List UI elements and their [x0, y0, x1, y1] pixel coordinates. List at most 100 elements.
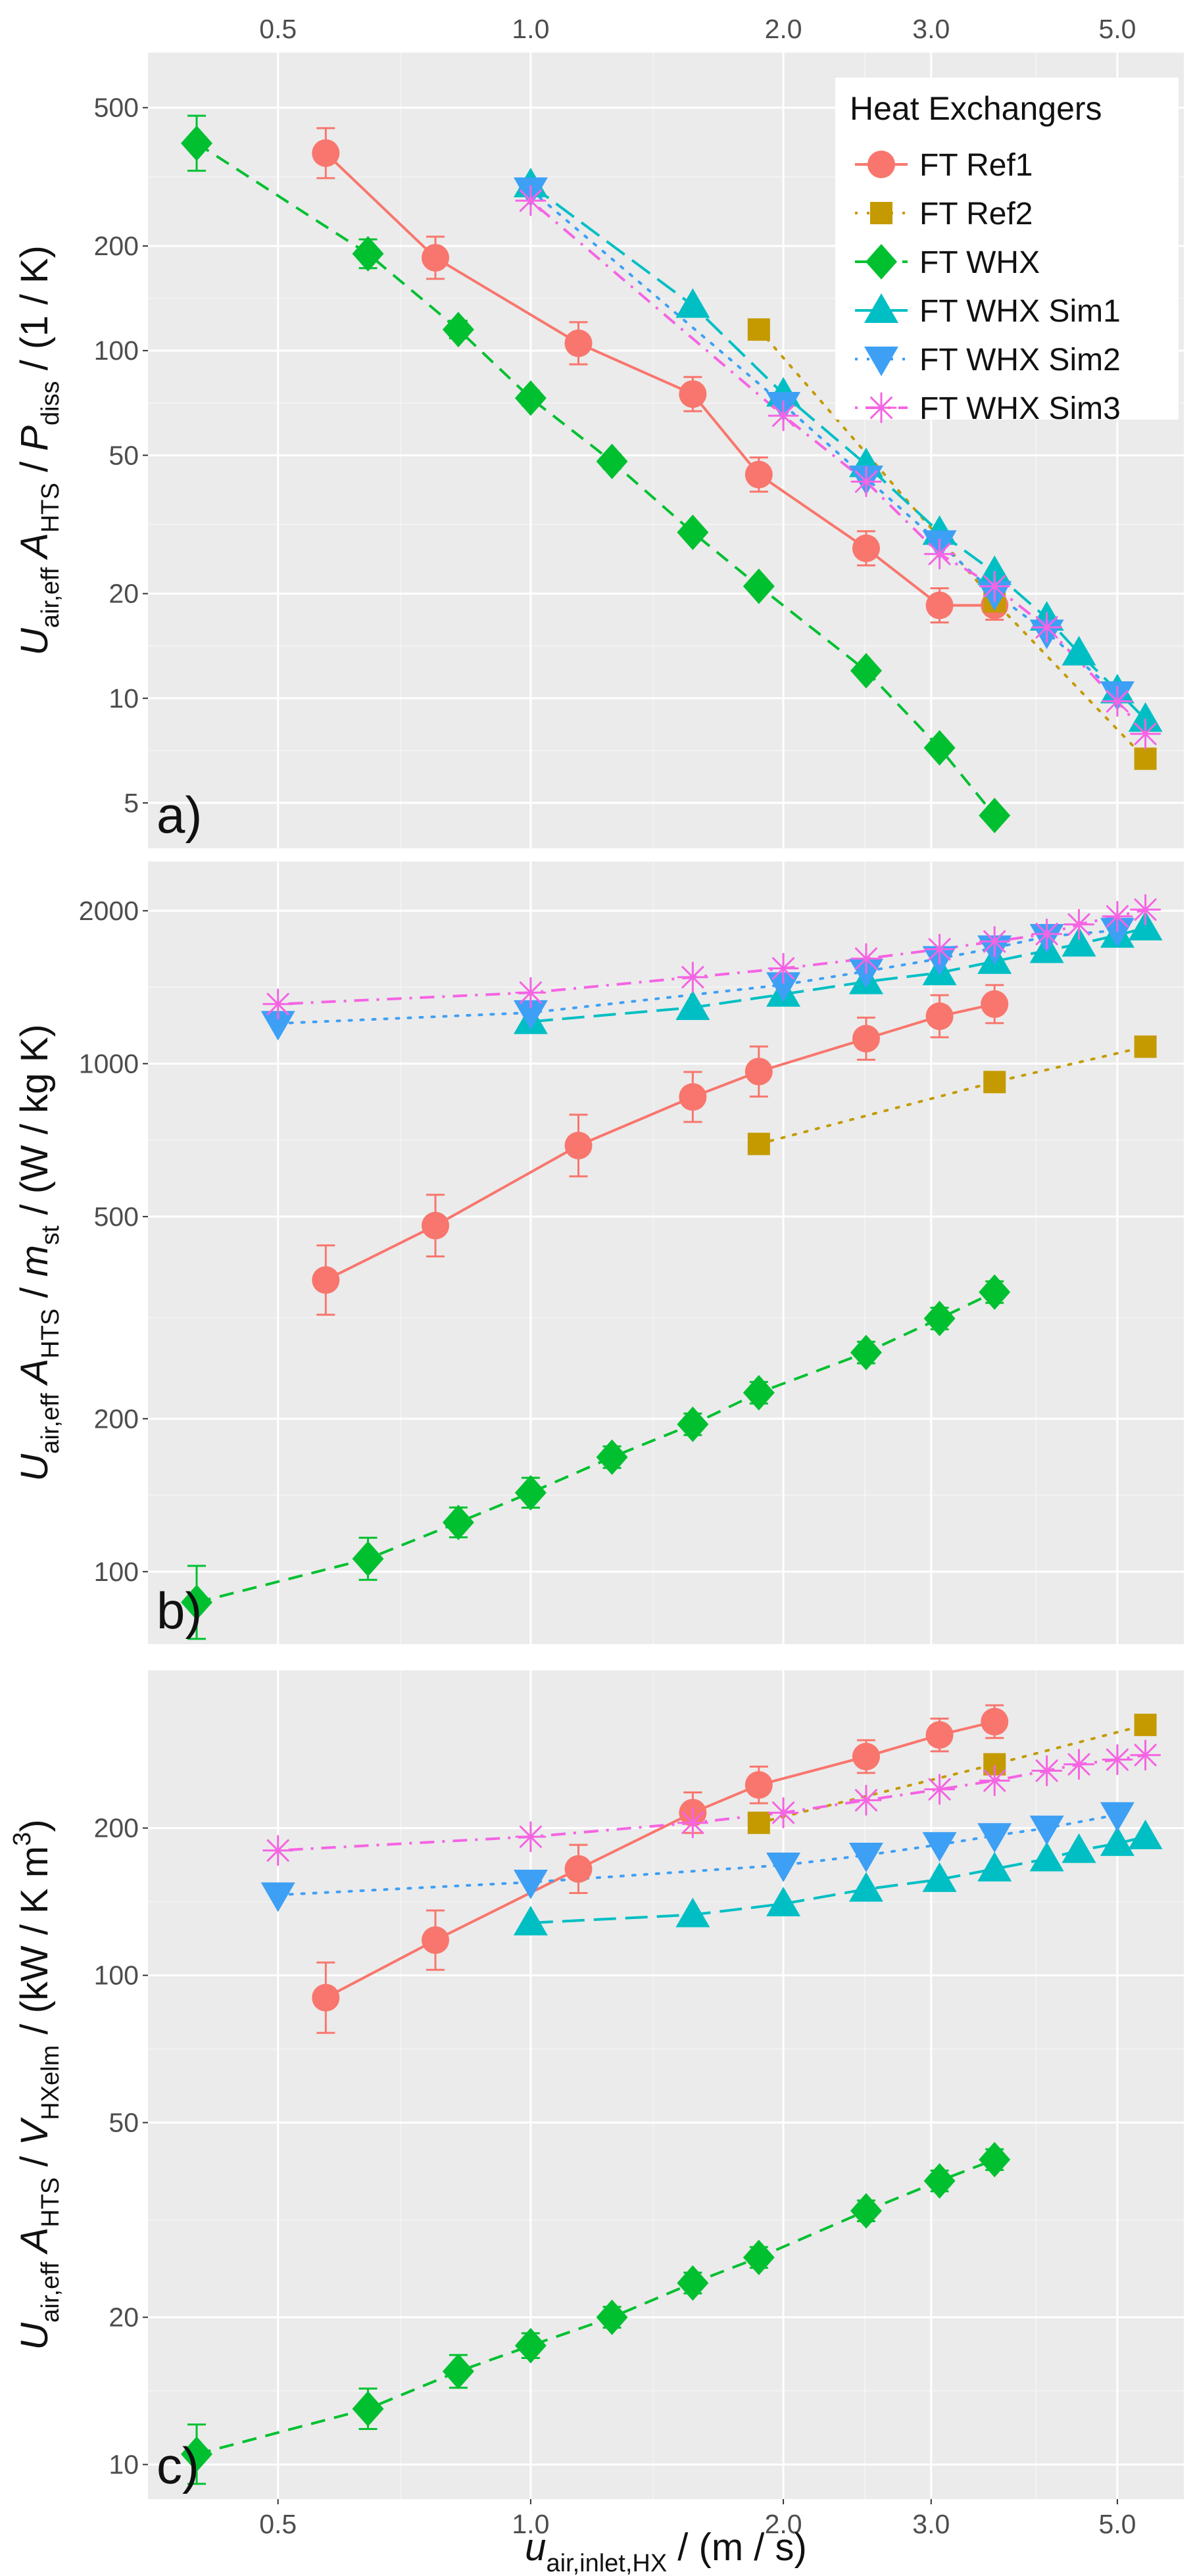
data-point-ft-whx-sim1	[1061, 635, 1096, 666]
y-tick-label: 500	[94, 93, 139, 123]
data-point-ft-whx-sim1	[1029, 1841, 1064, 1872]
asterisk-stroke	[983, 575, 1006, 598]
data-point-ft-whx	[596, 443, 628, 479]
data-point-ft-whx	[979, 2141, 1011, 2177]
data-point-ft-whx-sim1	[977, 1851, 1012, 1882]
x-tick-label: 3.0	[912, 2509, 950, 2539]
data-point-ft-whx	[442, 2353, 474, 2389]
series-line-ft-whx-sim2	[276, 929, 1119, 1025]
data-point-ft-whx-sim1	[1061, 1833, 1096, 1863]
label-part: HTS	[37, 2177, 64, 2227]
data-point-ft-whx-sim2	[513, 1000, 548, 1030]
data-point-ft-whx-sim3	[1102, 1744, 1133, 1776]
series-line-ft-whx	[196, 1290, 996, 1604]
legend-label: FT WHX Sim1	[919, 294, 1121, 329]
y-axis: 10 20 50 100 200	[94, 1813, 148, 2479]
minor-gridlines	[148, 1670, 1184, 2499]
data-point-ft-whx-sim3	[515, 1821, 547, 1853]
y-tick-label: 1000	[79, 1048, 139, 1079]
label-part: /	[13, 1276, 56, 1308]
data-point-ft-whx	[850, 2193, 882, 2229]
label-part: A	[13, 1359, 56, 1394]
data-point-ft-whx-sim2	[260, 1882, 295, 1912]
data-point-ft-ref1	[312, 139, 340, 167]
data-point-ft-whx-sim3	[768, 1797, 799, 1828]
data-point-ft-ref2	[1134, 1035, 1157, 1058]
label-part: HTS	[37, 1309, 64, 1359]
data-point-ft-whx	[181, 1584, 213, 1620]
y-tick-label: 50	[109, 440, 139, 470]
asterisk-stroke	[854, 947, 878, 970]
series-line-ft-ref2	[757, 328, 1147, 760]
data-point-ft-whx-sim3	[979, 1765, 1010, 1797]
asterisk-stroke	[928, 938, 951, 961]
legend-title: Heat Exchangers	[850, 90, 1102, 127]
label-part: /	[13, 451, 56, 483]
data-point-ft-whx	[514, 1474, 547, 1511]
label-part: HXelm	[37, 2045, 64, 2120]
y-tick-label: 50	[109, 2108, 139, 2138]
label-part: HTS	[37, 483, 64, 533]
y-tick-label: 200	[94, 231, 139, 261]
label-part: U	[13, 627, 56, 656]
label-part: U	[13, 1453, 56, 1482]
series-line-ft-ref1	[324, 152, 995, 607]
y-axis: 100 200 500 1000 2000	[79, 896, 148, 1587]
data-point-ft-whx-sim3	[850, 466, 882, 497]
data-point-ft-ref1	[925, 591, 954, 620]
y-tick-label: 10	[109, 2449, 139, 2479]
data-point-ft-whx-sim1	[675, 990, 710, 1020]
label-part: A	[13, 533, 56, 568]
data-point-ft-whx	[181, 125, 213, 161]
asterisk-stroke	[772, 1801, 795, 1824]
y-tick-label: 5	[124, 788, 139, 818]
x-tick-label: 1.0	[512, 2509, 549, 2539]
data-point-ft-ref1	[564, 1855, 593, 1883]
label-part: air,eff	[37, 2262, 64, 2323]
data-point-ft-ref1	[422, 1926, 450, 1955]
label-part: / (W / kg K)	[13, 1024, 56, 1225]
data-point-ft-whx-sim3	[924, 1774, 956, 1805]
y-axis-label: Uair,eff AHTS / Pdiss / (1 / K)	[13, 245, 64, 656]
asterisk-stroke	[1106, 690, 1129, 713]
data-point-ft-whx	[743, 2239, 775, 2275]
data-point-ft-whx	[352, 235, 384, 272]
asterisk-stroke	[266, 1839, 289, 1862]
label-part: u	[525, 2526, 546, 2569]
data-point-ft-ref1	[679, 1082, 707, 1111]
x-tick-label-top: 3.0	[912, 14, 950, 44]
data-point-ft-whx-sim3	[768, 953, 799, 984]
legend-entry-ft-whx-sim1: FT WHX Sim1	[855, 293, 1121, 329]
panel-b: 100 200 500 1000 2000 Uair,eff AHTS / mst / (…	[13, 862, 1184, 1644]
data-point-ft-whx	[677, 1406, 709, 1442]
data-point-ft-whx-sim3	[1063, 909, 1095, 940]
data-point-ft-ref1	[852, 534, 880, 562]
asterisk-stroke	[266, 992, 289, 1015]
data-point-ft-whx-sim1	[848, 1872, 883, 1902]
data-point-ft-whx	[181, 2436, 213, 2472]
data-point-ft-ref2	[1134, 1713, 1157, 1736]
asterisk-stroke	[928, 1778, 951, 1801]
x-tick-label-top: 1.0	[512, 14, 549, 44]
legend-label: FT WHX Sim2	[919, 343, 1121, 377]
panel-label: a)	[157, 786, 202, 844]
label-part: m	[13, 1245, 56, 1276]
label-part: air,eff	[37, 1393, 64, 1454]
data-point-ft-whx-sim1	[1128, 1819, 1163, 1849]
data-point-ft-whx-sim2	[1100, 1802, 1134, 1832]
y-tick-label: 100	[94, 1557, 139, 1587]
data-point-ft-ref1	[852, 1025, 880, 1053]
data-point-ft-whx-sim2	[848, 1842, 883, 1872]
asterisk-stroke	[1134, 898, 1157, 921]
top-x-axis: 0.5 1.0 2.0 3.0 5.0	[259, 14, 1136, 44]
data-point-ft-whx-sim1	[922, 1862, 957, 1892]
data-point-ft-ref1	[925, 1721, 954, 1749]
legend-marker-triangle-up	[864, 293, 898, 323]
data-point-ft-whx	[979, 1274, 1011, 1310]
asterisk-stroke	[869, 396, 893, 420]
data-point-ft-whx-sim3	[1063, 1749, 1095, 1780]
x-tick-label-top: 0.5	[259, 14, 297, 44]
data-point-ft-whx-sim3	[1130, 718, 1161, 750]
data-point-ft-ref1	[679, 380, 707, 408]
data-point-ft-whx-sim3	[677, 1807, 708, 1839]
